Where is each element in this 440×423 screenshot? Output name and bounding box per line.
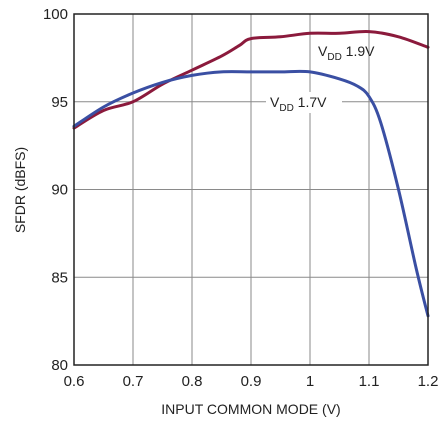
series-group (72, 29, 430, 318)
series-line-vdd-1-7v (72, 69, 430, 318)
x-tick-label: 0.9 (241, 373, 262, 390)
y-tick-label: 90 (51, 182, 68, 199)
series-label-vdd-1-7v: VDD 1.7V (270, 94, 327, 114)
x-tick-label: 1 (306, 373, 314, 390)
series-label-background (266, 92, 342, 113)
x-tick-label: 0.8 (182, 373, 203, 390)
x-tick-label: 0.7 (123, 373, 144, 390)
plot-frame (73, 13, 429, 366)
series-labels: VDD 1.9V VDD 1.7V (266, 43, 375, 114)
x-tick-labels: 0.6 0.7 0.8 0.9 1 1.1 1.2 (64, 373, 439, 390)
series-label-vdd-1-9v: VDD 1.9V (318, 43, 375, 63)
x-tick-label: 1.1 (359, 373, 380, 390)
y-axis-label: SFDR (dBFS) (12, 147, 28, 233)
y-tick-label: 100 (43, 6, 68, 23)
x-tick-label: 1.2 (418, 373, 439, 390)
x-tick-label: 0.6 (64, 373, 85, 390)
series-line-vdd-1-9v (72, 29, 430, 130)
y-tick-labels: 80 85 90 95 100 (43, 6, 68, 374)
y-tick-label: 80 (51, 357, 68, 374)
x-axis-label: INPUT COMMON MODE (V) (161, 401, 340, 417)
y-tick-label: 85 (51, 269, 68, 286)
y-tick-label: 95 (51, 94, 68, 111)
